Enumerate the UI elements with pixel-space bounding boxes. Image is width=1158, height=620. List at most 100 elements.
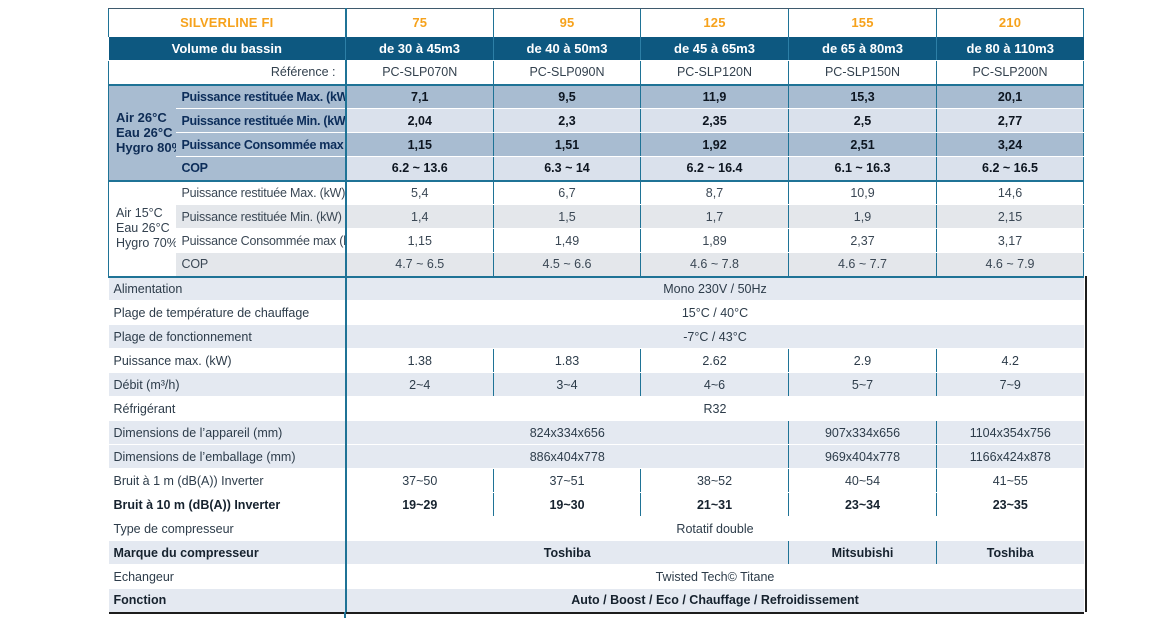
brand-title: SILVERLINE FI [108, 8, 347, 37]
spec-row: Marque du compresseur Toshiba Mitsubishi… [108, 540, 1084, 565]
param-value: 2,35 [640, 108, 789, 133]
spec-label: Bruit à 1 m (dB(A)) Inverter [108, 468, 347, 493]
spec-row: Dimensions de l’appareil (mm) 824x334x65… [108, 420, 1084, 445]
param-value: 3,17 [936, 228, 1084, 253]
spec-value: 907x334x656 [788, 420, 937, 445]
env-conditions-air26: Air 26°C Eau 26°C Hygro 80% [108, 83, 176, 181]
spec-row: Fonction Auto / Boost / Eco / Chauffage … [108, 588, 1084, 614]
spec-row: Plage de température de chauffage 15°C /… [108, 300, 1084, 325]
spec-label: Puissance max. (kW) [108, 348, 347, 373]
param-value: 1,7 [640, 204, 789, 229]
air15-row: Puissance restituée Min. (kW) 1,4 1,5 1,… [109, 204, 1084, 229]
spec-value: 40~54 [788, 468, 937, 493]
spec-value: 2~4 [345, 372, 494, 397]
spec-value: 4.2 [936, 348, 1084, 373]
param-value: 4.5 ~ 6.6 [493, 252, 641, 277]
reference-value: PC-SLP200N [936, 60, 1084, 85]
param-value: 1,89 [640, 228, 789, 253]
param-value: 7,1 [345, 83, 494, 109]
volume-row: Volume du bassin de 30 à 45m3 de 40 à 50… [108, 36, 1084, 61]
spec-value: Toshiba [936, 540, 1084, 565]
model-column-header: 95 [493, 8, 641, 37]
spec-value: 969x404x778 [788, 444, 937, 469]
param-value: 6.2 ~ 16.4 [640, 156, 789, 181]
volume-header: Volume du bassin [108, 36, 346, 61]
param-value: 2,5 [788, 108, 937, 133]
volume-value: de 80 à 110m3 [936, 36, 1084, 61]
spec-row: Echangeur Twisted Tech© Titane [108, 564, 1084, 589]
spec-label: Fonction [108, 588, 347, 614]
param-value: 4.6 ~ 7.8 [640, 252, 789, 277]
param-value: 6.1 ~ 16.3 [788, 156, 937, 181]
spec-row: Bruit à 1 m (dB(A)) Inverter 37~50 37~51… [108, 468, 1084, 493]
param-label: Puissance restituée Min. (kW) [175, 204, 347, 229]
reference-label: Référence : [108, 60, 347, 85]
air15-row: Air 15°C Eau 26°C Hygro 70% Puissance re… [108, 179, 1084, 277]
param-value: 1,5 [493, 204, 641, 229]
spec-row: Puissance max. (kW) 1.38 1.83 2.62 2.9 4… [108, 348, 1084, 373]
param-value: 2,77 [936, 108, 1084, 133]
spec-label: Alimentation [108, 275, 347, 301]
spec-value: -7°C / 43°C [345, 324, 1084, 349]
param-value: 6,7 [493, 179, 641, 205]
param-value: 1,15 [345, 132, 494, 157]
param-value: 1,15 [345, 228, 494, 253]
spec-value: Toshiba [345, 540, 789, 565]
table-right-border [1085, 276, 1087, 612]
param-value: 6.3 ~ 14 [493, 156, 641, 181]
spec-value: 2.9 [788, 348, 937, 373]
spec-row: Dimensions de l’emballage (mm) 886x404x7… [108, 444, 1084, 469]
spec-value: 886x404x778 [345, 444, 789, 469]
param-value: 4.6 ~ 7.9 [936, 252, 1084, 277]
spec-value: 37~51 [493, 468, 641, 493]
air15-row: Puissance Consommée max (kW) 1,15 1,49 1… [109, 228, 1084, 253]
param-label: Puissance Consommée max (kW) [175, 132, 347, 157]
param-value: 1,51 [493, 132, 641, 157]
param-label: COP [175, 252, 347, 277]
spec-value: 38~52 [640, 468, 789, 493]
air26-row: Puissance Consommée max (kW) 1,15 1,51 1… [109, 132, 1084, 157]
spec-value: 23~35 [936, 492, 1084, 517]
param-value: 5,4 [345, 179, 494, 205]
param-value: 9,5 [493, 83, 641, 109]
param-label: Puissance restituée Min. (kW) [175, 108, 347, 133]
silverline-spec-table: SILVERLINE FI 75 95 125 155 210 Volume d… [108, 8, 1084, 614]
param-value: 8,7 [640, 179, 789, 205]
param-value: 15,3 [788, 83, 937, 109]
spec-value: Rotatif double [345, 516, 1084, 541]
air26-row: COP 6.2 ~ 13.6 6.3 ~ 14 6.2 ~ 16.4 6.1 ~… [109, 156, 1084, 181]
volume-value: de 30 à 45m3 [345, 36, 494, 61]
spec-value: 2.62 [640, 348, 789, 373]
spec-value: 23~34 [788, 492, 937, 517]
spec-value: 37~50 [345, 468, 494, 493]
param-label: Puissance Consommée max (kW) [175, 228, 347, 253]
spec-label: Plage de fonctionnement [108, 324, 347, 349]
param-value: 1,9 [788, 204, 937, 229]
param-label: COP [175, 156, 347, 181]
spec-value: 1.38 [345, 348, 494, 373]
model-column-header: 125 [640, 8, 789, 37]
table-bottom-tick [344, 612, 346, 618]
param-value: 14,6 [936, 179, 1084, 205]
spec-value: 19~30 [493, 492, 641, 517]
spec-label: Bruit à 10 m (dB(A)) Inverter [108, 492, 347, 517]
spec-value: Auto / Boost / Eco / Chauffage / Refroid… [345, 588, 1084, 614]
reference-row: Référence : PC-SLP070N PC-SLP090N PC-SLP… [108, 60, 1084, 85]
volume-value: de 65 à 80m3 [788, 36, 937, 61]
spec-row: Débit (m³/h) 2~4 3~4 4~6 5~7 7~9 [108, 372, 1084, 397]
param-value: 11,9 [640, 83, 789, 109]
model-column-header: 75 [345, 8, 494, 37]
param-label: Puissance restituée Max. (kW) [175, 179, 347, 205]
brand-row: SILVERLINE FI 75 95 125 155 210 [108, 8, 1084, 37]
volume-value: de 45 à 65m3 [640, 36, 789, 61]
param-value: 4.6 ~ 7.7 [788, 252, 937, 277]
param-value: 1,4 [345, 204, 494, 229]
param-value: 2,15 [936, 204, 1084, 229]
spec-value: 1.83 [493, 348, 641, 373]
param-value: 6.2 ~ 13.6 [345, 156, 494, 181]
env-conditions-air15: Air 15°C Eau 26°C Hygro 70% [108, 179, 176, 277]
param-value: 10,9 [788, 179, 937, 205]
reference-value: PC-SLP150N [788, 60, 937, 85]
spec-value: 1166x424x878 [936, 444, 1084, 469]
spec-label: Plage de température de chauffage [108, 300, 347, 325]
